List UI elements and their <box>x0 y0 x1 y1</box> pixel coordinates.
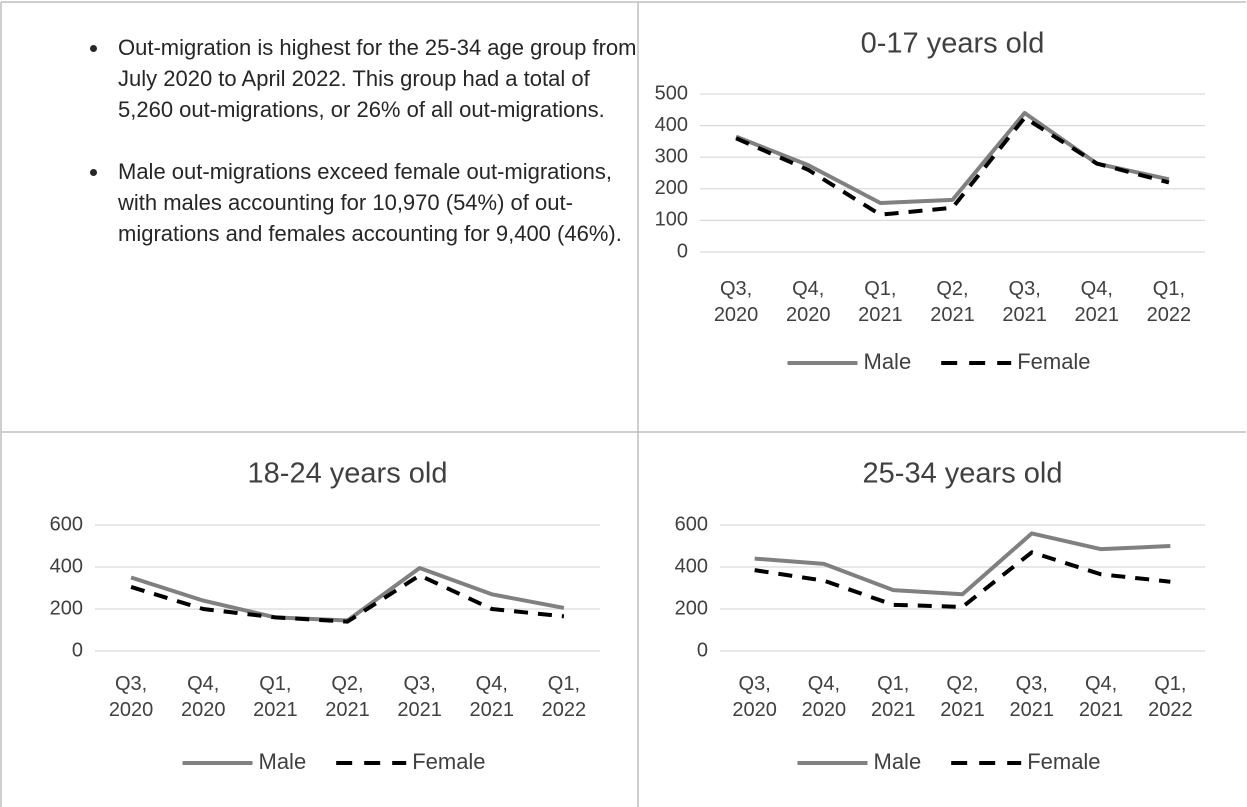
x-tick-label-box: Q4, 2021 <box>469 673 515 721</box>
x-tick-label-box: Q4, 2020 <box>801 673 847 721</box>
chart-title: 0-17 years old <box>861 28 1045 60</box>
chart-title: 18-24 years old <box>248 458 448 490</box>
x-tick-label: Q3, 2021 <box>1009 673 1055 721</box>
series-line <box>735 110 1170 206</box>
x-tick-label-box: Q3, 2021 <box>1009 673 1055 721</box>
y-tick-label: 400 <box>50 555 83 577</box>
legend-label: Female <box>1017 349 1090 374</box>
x-tick-label-box: Q1, 2022 <box>541 673 587 721</box>
series-line <box>735 115 1170 217</box>
x-tick-label-box: Q3, 2021 <box>1002 278 1047 326</box>
x-tick-label: Q4, 2020 <box>180 673 226 721</box>
legend-label: Female <box>1027 749 1100 774</box>
x-tick-label-box: Q1, 2021 <box>253 673 298 721</box>
y-tick-label: 0 <box>697 639 708 661</box>
legend-label: Male <box>259 749 307 774</box>
x-tick-label: Q2, 2021 <box>325 673 370 721</box>
y-tick-label: 200 <box>675 597 708 619</box>
x-tick-label: Q2, 2021 <box>930 278 975 326</box>
x-tick-label-box: Q2, 2021 <box>325 673 370 721</box>
x-tick-label: Q3, 2020 <box>108 673 154 721</box>
x-tick-label-box: Q4, 2020 <box>180 673 226 721</box>
legend-label: Male <box>864 349 912 374</box>
x-tick-label-box: Q1, 2022 <box>1148 673 1193 721</box>
y-tick-label: 600 <box>50 513 83 535</box>
series-line <box>130 573 565 624</box>
bullet-list: Out-migration is highest for the 25-34 a… <box>70 32 650 280</box>
y-tick-label: 400 <box>675 555 708 577</box>
x-tick-label-box: Q4, 2021 <box>1078 673 1124 721</box>
x-tick-label: Q4, 2021 <box>469 673 515 721</box>
x-tick-label-box: Q1, 2021 <box>858 278 903 326</box>
y-tick-label: 300 <box>655 145 688 167</box>
y-tick-label: 600 <box>675 513 708 535</box>
bullet: Male out-migrations exceed female out-mi… <box>110 156 650 249</box>
legend-label: Female <box>412 749 485 774</box>
y-tick-label: 100 <box>655 209 688 231</box>
x-tick-label-box: Q4, 2020 <box>785 278 831 326</box>
x-tick-label-box: Q2, 2021 <box>930 278 975 326</box>
x-tick-label-box: Q4, 2021 <box>1074 278 1120 326</box>
x-tick-label: Q3, 2020 <box>713 278 759 326</box>
x-tick-label: Q4, 2020 <box>801 673 847 721</box>
series-line <box>130 566 565 623</box>
x-tick-label: Q1, 2022 <box>541 673 587 721</box>
x-tick-label-box: Q1, 2021 <box>870 673 916 721</box>
x-tick-label-box: Q3, 2020 <box>732 673 777 721</box>
x-tick-label: Q1, 2022 <box>1148 673 1193 721</box>
x-tick-label: Q3, 2021 <box>397 673 442 721</box>
x-tick-label-box: Q3, 2020 <box>713 278 759 326</box>
x-tick-label-box: Q1, 2022 <box>1146 278 1192 326</box>
y-tick-label: 200 <box>50 597 83 619</box>
y-tick-label: 500 <box>655 82 688 104</box>
bullet: Out-migration is highest for the 25-34 a… <box>110 32 650 125</box>
y-tick-label: 0 <box>72 639 83 661</box>
x-tick-label-box: Q3, 2020 <box>108 673 154 721</box>
series-line <box>754 550 1171 609</box>
x-tick-label: Q1, 2022 <box>1146 278 1192 326</box>
x-tick-label: Q3, 2021 <box>1002 278 1047 326</box>
x-tick-label: Q4, 2021 <box>1078 673 1124 721</box>
x-tick-label: Q4, 2021 <box>1074 278 1120 326</box>
x-tick-label: Q1, 2021 <box>870 673 916 721</box>
x-tick-label: Q1, 2021 <box>858 278 903 326</box>
x-tick-label: Q4, 2020 <box>785 278 831 326</box>
x-tick-label-box: Q3, 2021 <box>397 673 442 721</box>
y-tick-label: 400 <box>655 114 688 136</box>
y-tick-label: 0 <box>677 240 688 262</box>
legend-label: Male <box>874 749 922 774</box>
series-line <box>754 531 1171 597</box>
chart-title: 25-34 years old <box>863 458 1063 490</box>
x-tick-label: Q3, 2020 <box>732 673 777 721</box>
x-tick-label: Q2, 2021 <box>940 673 985 721</box>
x-tick-label-box: Q2, 2021 <box>940 673 985 721</box>
y-tick-label: 200 <box>655 177 688 199</box>
x-tick-label: Q1, 2021 <box>253 673 298 721</box>
